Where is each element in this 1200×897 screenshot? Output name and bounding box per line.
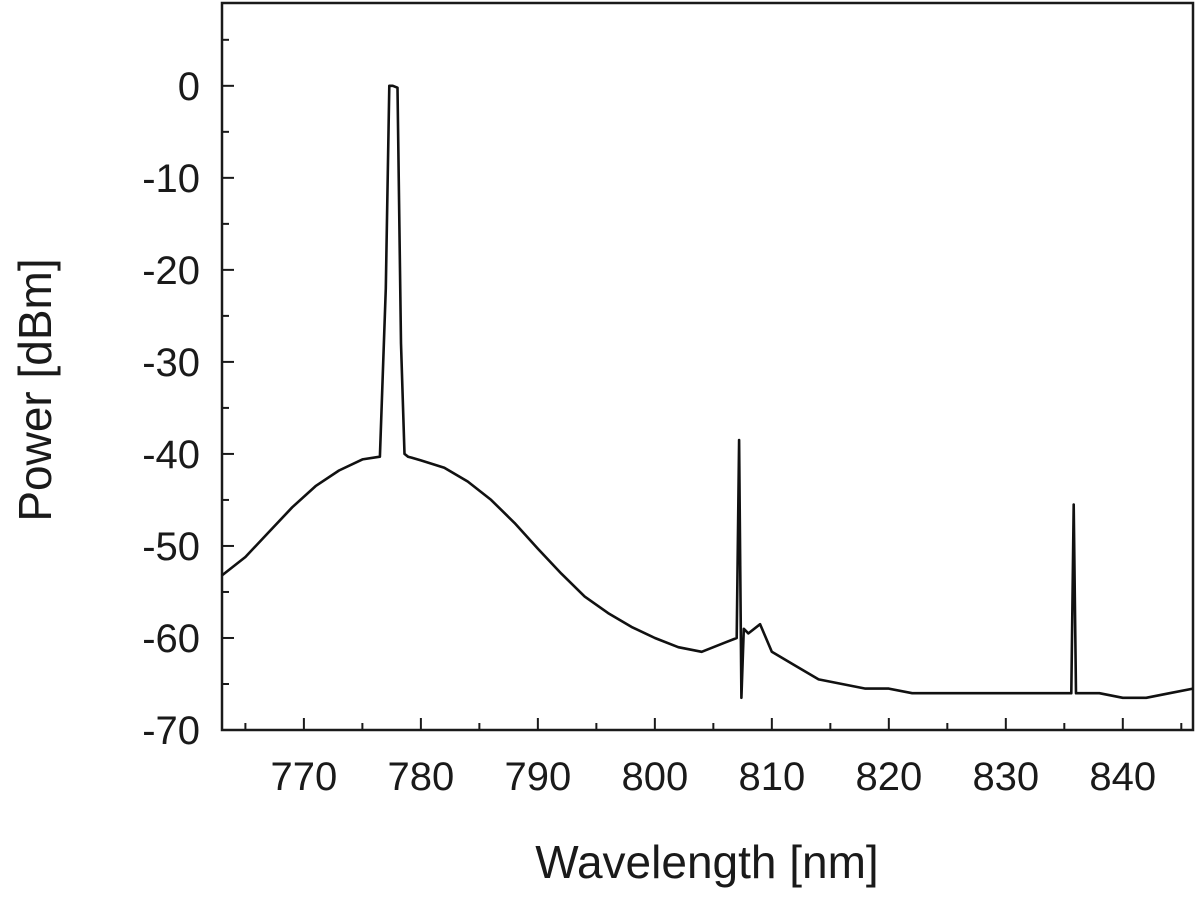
y-tick-label: -10: [142, 157, 200, 201]
y-tick-label: 0: [178, 65, 200, 109]
x-tick-label: 790: [504, 755, 571, 799]
x-axis-title: Wavelength [nm]: [535, 836, 878, 888]
y-tick-label: -70: [142, 709, 200, 753]
spectrum-trace: [221, 84, 1194, 700]
y-axis-title: Power [dBm]: [9, 258, 61, 521]
x-tick-label: 840: [1089, 755, 1156, 799]
x-tick-label: 800: [621, 755, 688, 799]
tick-labels: 770 780 790 800 810 820 830 840 0 -10 -20 -30 -40 -50…: [142, 65, 1156, 799]
y-tick-label: -50: [142, 525, 200, 569]
x-tick-label: 830: [972, 755, 1039, 799]
x-tick-label: 820: [855, 755, 922, 799]
y-tick-label: -40: [142, 433, 200, 477]
x-tick-label: 770: [271, 755, 338, 799]
x-tick-label: 810: [738, 755, 805, 799]
plot-frame: [220, 1, 1195, 732]
y-tick-label: -30: [142, 341, 200, 385]
axis-ticks: [222, 38, 1183, 731]
y-tick-label: -60: [142, 617, 200, 661]
x-tick-label: 780: [388, 755, 455, 799]
y-tick-label: -20: [142, 249, 200, 293]
